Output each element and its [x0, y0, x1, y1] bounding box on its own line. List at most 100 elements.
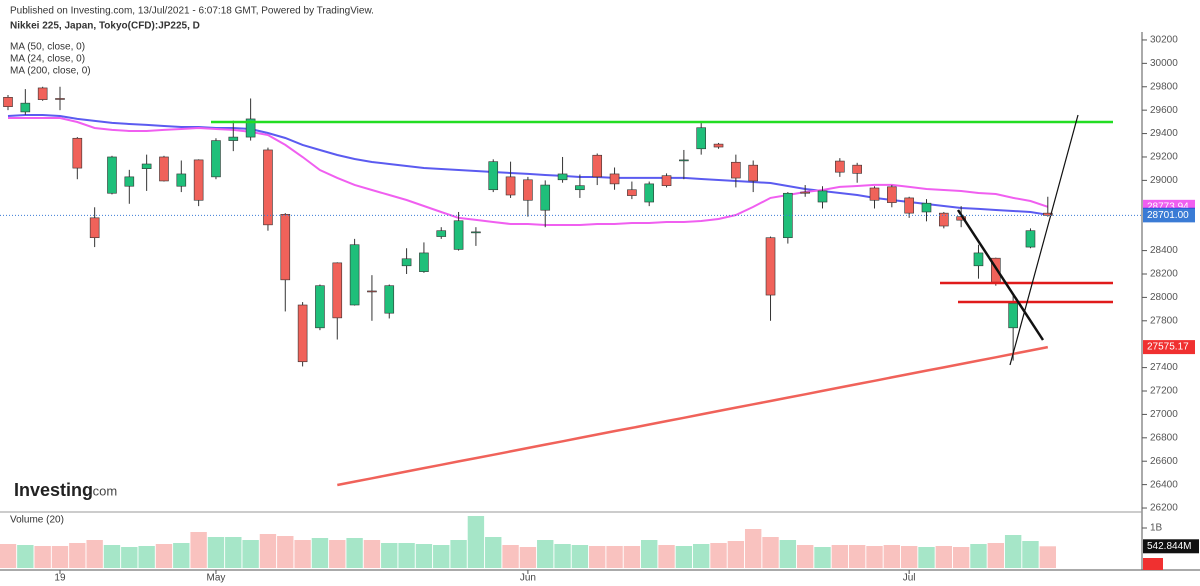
volume-bar — [970, 544, 987, 568]
candle-body — [228, 136, 239, 141]
candle-body — [609, 173, 620, 185]
x-tick-label: 19 — [54, 573, 66, 584]
y-tick-label: 29200 — [1150, 152, 1178, 163]
y-tick-label: 30200 — [1150, 35, 1178, 46]
y-tick-label: 30000 — [1150, 58, 1178, 69]
candle-body — [488, 161, 499, 191]
volume-tag — [1143, 539, 1199, 554]
candle-body — [575, 185, 585, 191]
volume-bar — [623, 546, 641, 568]
volume-bar — [952, 547, 970, 568]
volume-bar — [415, 544, 433, 568]
volume-bar — [987, 543, 1005, 568]
candle-body — [817, 190, 828, 203]
candle-body — [800, 191, 810, 194]
volume-bar — [1004, 535, 1022, 568]
volume-tag-partial — [1143, 558, 1163, 570]
y-tick-label: 27400 — [1150, 362, 1178, 373]
price-tag-label: 28701.00 — [1147, 210, 1189, 221]
price-tag — [1143, 340, 1195, 355]
candle-body — [141, 163, 152, 169]
volume-bar — [433, 545, 450, 568]
candle-body — [748, 164, 758, 182]
candle-body — [401, 258, 412, 267]
volume-bar — [606, 546, 623, 568]
volume-bar — [866, 546, 883, 568]
candle-body — [852, 164, 862, 174]
legend-entry: MA (50, close, 0) — [10, 42, 85, 53]
candle-body — [332, 262, 343, 319]
candle-body — [20, 102, 31, 113]
y-tick-label: 26200 — [1150, 503, 1178, 514]
volume-bar — [485, 537, 502, 568]
candle-body — [644, 183, 655, 203]
volume-bar — [103, 545, 121, 568]
volume-bar — [398, 543, 415, 568]
y-tick-label: 27800 — [1150, 315, 1178, 326]
volume-bar — [173, 543, 190, 568]
volume-bar — [918, 547, 935, 568]
volume-bar — [537, 540, 554, 568]
volume-bar — [277, 536, 294, 568]
volume-bar — [138, 546, 155, 568]
volume-bar — [710, 543, 727, 568]
candle-body — [3, 96, 13, 107]
candle-body — [939, 212, 949, 227]
volume-bar — [727, 541, 745, 568]
candle-body — [453, 220, 464, 250]
volume-bar — [831, 545, 849, 568]
volume-bar — [294, 540, 311, 568]
candle-body — [731, 161, 741, 179]
volume-title: Volume (20) — [10, 515, 64, 526]
candle-body — [973, 252, 984, 267]
candle-body — [193, 159, 204, 201]
trend-line — [956, 209, 1045, 341]
y-tick-label: 26800 — [1150, 432, 1178, 443]
logo-text: Investing — [14, 480, 93, 500]
volume-bar — [693, 544, 710, 568]
logo: Investing .com — [14, 480, 117, 500]
candle-body — [124, 176, 135, 187]
trend-line — [1009, 114, 1079, 366]
volume-y-tick-label: 1B — [1150, 523, 1163, 534]
y-tick-label: 28200 — [1150, 269, 1178, 280]
price-tag-label: 27575.17 — [1147, 342, 1189, 353]
volume-bar — [1022, 541, 1039, 568]
legend-entry: MA (24, close, 0) — [10, 54, 85, 65]
candle-body — [367, 290, 377, 293]
volume-bar — [51, 546, 69, 568]
candle-body — [523, 179, 533, 201]
candle-body — [245, 118, 256, 138]
volume-bar — [641, 540, 658, 568]
legend-entry: MA (200, close, 0) — [10, 66, 91, 77]
chart-title: Published on Investing.com, 13/Jul/2021 … — [10, 6, 374, 17]
volume-bar — [346, 538, 363, 568]
volume-bar — [0, 544, 17, 568]
y-tick-label: 27200 — [1150, 386, 1178, 397]
candle-body — [37, 87, 48, 100]
volume-bar — [814, 547, 831, 568]
candle-body — [1025, 230, 1036, 248]
volume-bar — [796, 545, 814, 568]
volume-bar — [502, 545, 519, 568]
drawings — [211, 114, 1113, 366]
candle-body — [176, 173, 187, 187]
candle-body — [419, 252, 429, 272]
candle-body — [280, 214, 291, 281]
x-tick-label: May — [207, 573, 226, 584]
candle-body — [557, 173, 568, 181]
volume-bar — [744, 529, 762, 568]
candle-body — [661, 175, 672, 186]
volume-bar — [848, 545, 866, 568]
candle-body — [887, 186, 897, 203]
candle-body — [765, 237, 776, 296]
volume-bar — [589, 546, 606, 568]
volume-bar — [311, 538, 329, 568]
y-tick-label: 28000 — [1150, 292, 1178, 303]
volume-bar — [883, 545, 901, 568]
volume-bar — [225, 537, 242, 568]
volume-bar — [34, 546, 51, 568]
volume-bar — [658, 545, 675, 568]
